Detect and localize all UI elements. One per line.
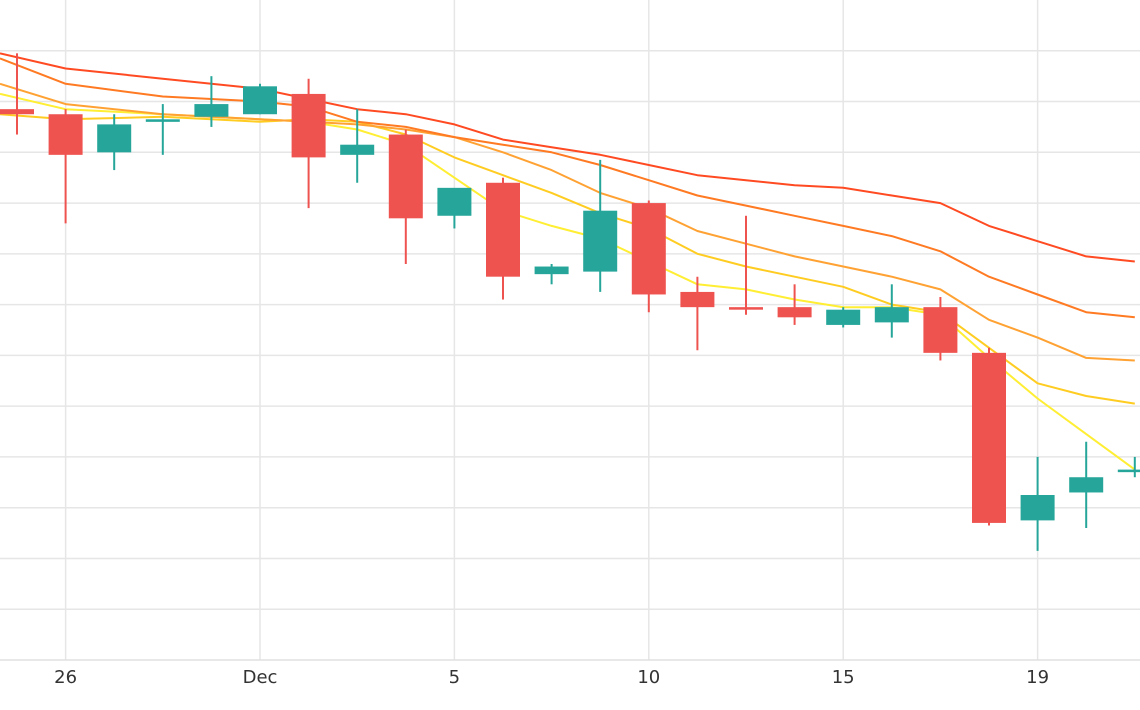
- x-axis: 26 Dec 5 10 15 19: [0, 659, 1140, 688]
- moving-average-line: [0, 113, 1135, 405]
- candle-body: [923, 307, 958, 353]
- candle-body: [680, 291, 715, 308]
- candle-up: [874, 284, 909, 338]
- candle-body: [48, 114, 83, 155]
- candle-body: [874, 307, 909, 323]
- candle-down: [0, 53, 34, 135]
- candle-body: [1117, 469, 1140, 473]
- candle-body: [1020, 495, 1055, 521]
- candle-body: [1069, 477, 1104, 493]
- candle-up: [97, 114, 132, 171]
- candle-body: [145, 119, 180, 122]
- candle-up: [243, 83, 277, 115]
- candle-down: [48, 109, 83, 224]
- candle-up: [437, 187, 472, 229]
- candle-down: [923, 297, 958, 361]
- candle-body: [97, 124, 132, 153]
- candle-down: [291, 78, 326, 209]
- candle-down: [972, 347, 1006, 526]
- candle-down: [388, 129, 423, 264]
- candle-body: [388, 134, 423, 219]
- candle-body: [486, 182, 520, 277]
- candle-up: [826, 307, 861, 328]
- candle-body: [729, 307, 763, 310]
- candle-down: [680, 276, 715, 351]
- candle-body: [972, 352, 1006, 523]
- candle-body: [340, 144, 375, 155]
- x-tick-label: 26: [54, 667, 77, 688]
- candle-body: [243, 86, 277, 115]
- candle-body: [291, 93, 326, 158]
- candle-body: [631, 203, 666, 295]
- candle-up: [340, 109, 375, 183]
- candle-up: [583, 159, 618, 292]
- candle-up: [534, 264, 569, 285]
- candle-down: [777, 284, 812, 325]
- candle-up: [1069, 441, 1104, 528]
- candle-body: [0, 109, 34, 115]
- candle-down: [486, 177, 520, 300]
- x-tick-label: 15: [832, 667, 855, 688]
- moving-average-line: [0, 57, 1135, 319]
- horizontal-gridlines: [0, 50, 1140, 610]
- x-tick-label: Dec: [243, 667, 278, 688]
- candle-down: [729, 215, 763, 315]
- moving-average-line: [0, 52, 1135, 263]
- moving-average-lines: [0, 52, 1136, 471]
- candle-up: [1117, 456, 1140, 478]
- x-tick-label: 19: [1026, 667, 1049, 688]
- candle-body: [826, 309, 861, 325]
- candle-up: [194, 76, 229, 127]
- candle-body: [583, 210, 618, 272]
- candle-up: [1020, 456, 1055, 551]
- candle-down: [631, 200, 666, 313]
- moving-average-line: [0, 82, 1135, 362]
- candles: [0, 53, 1140, 551]
- candle-body: [437, 187, 472, 216]
- candle-up: [145, 104, 180, 155]
- candle-body: [777, 307, 812, 318]
- x-tick-label: 5: [449, 667, 460, 688]
- candle-body: [194, 104, 229, 117]
- x-tick-label: 10: [637, 667, 660, 688]
- candle-body: [534, 266, 569, 275]
